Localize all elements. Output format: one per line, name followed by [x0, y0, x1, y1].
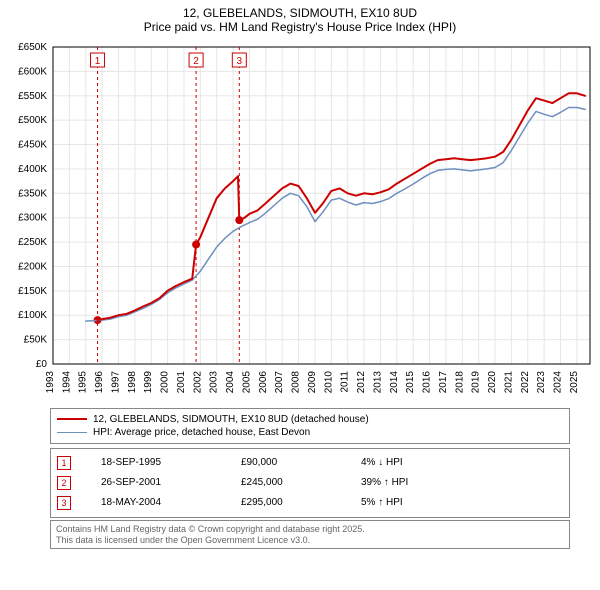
svg-text:1997: 1997 — [110, 370, 121, 393]
svg-text:£50K: £50K — [24, 334, 48, 345]
svg-text:2000: 2000 — [160, 370, 171, 393]
event-date: 18-SEP-1995 — [101, 457, 211, 468]
event-row: 1 18-SEP-1995 £90,000 4% ↓ HPI — [57, 453, 563, 473]
svg-text:£650K: £650K — [18, 42, 47, 53]
svg-text:2009: 2009 — [307, 370, 318, 393]
event-date: 18-MAY-2004 — [101, 497, 211, 508]
svg-text:2014: 2014 — [389, 370, 400, 393]
svg-text:2010: 2010 — [323, 370, 334, 393]
event-marker: 2 — [57, 476, 71, 490]
svg-text:1995: 1995 — [78, 370, 89, 393]
svg-text:2015: 2015 — [405, 370, 416, 393]
svg-text:2: 2 — [193, 56, 199, 67]
svg-text:2018: 2018 — [454, 370, 465, 393]
svg-text:2011: 2011 — [340, 370, 351, 392]
svg-text:£500K: £500K — [18, 115, 47, 126]
legend-item: 12, GLEBELANDS, SIDMOUTH, EX10 8UD (deta… — [57, 413, 563, 426]
license-line-1: Contains HM Land Registry data © Crown c… — [56, 524, 564, 535]
svg-text:2008: 2008 — [291, 370, 302, 393]
event-hpi: 5% ↑ HPI — [361, 497, 461, 508]
event-date: 26-SEP-2001 — [101, 477, 211, 488]
event-price: £245,000 — [241, 477, 331, 488]
chart-title: 12, GLEBELANDS, SIDMOUTH, EX10 8UD Price… — [0, 6, 600, 35]
event-price: £295,000 — [241, 497, 331, 508]
event-price: £90,000 — [241, 457, 331, 468]
event-hpi: 4% ↓ HPI — [361, 457, 461, 468]
svg-text:£400K: £400K — [18, 164, 47, 175]
svg-text:£150K: £150K — [18, 286, 47, 297]
svg-text:£100K: £100K — [18, 310, 47, 321]
legend-label: 12, GLEBELANDS, SIDMOUTH, EX10 8UD (deta… — [93, 414, 369, 425]
svg-text:£600K: £600K — [18, 66, 47, 77]
svg-text:2016: 2016 — [422, 370, 433, 393]
svg-text:1994: 1994 — [61, 370, 72, 393]
svg-text:1996: 1996 — [94, 370, 105, 393]
svg-text:2001: 2001 — [176, 370, 187, 393]
svg-text:1: 1 — [95, 56, 101, 67]
svg-text:2004: 2004 — [225, 370, 236, 393]
title-line-2: Price paid vs. HM Land Registry's House … — [0, 20, 600, 34]
svg-text:2023: 2023 — [536, 370, 547, 393]
event-row: 3 18-MAY-2004 £295,000 5% ↑ HPI — [57, 493, 563, 513]
legend-swatch — [57, 418, 87, 420]
event-marker: 1 — [57, 456, 71, 470]
svg-text:2017: 2017 — [438, 370, 449, 393]
svg-text:3: 3 — [237, 56, 243, 67]
svg-text:2013: 2013 — [372, 370, 383, 393]
svg-text:£450K: £450K — [18, 139, 47, 150]
svg-text:2022: 2022 — [520, 370, 531, 393]
svg-text:2021: 2021 — [503, 370, 514, 393]
price-chart: £0 £50K £100K £150K £200K £250K £300K £350K £400… — [0, 39, 600, 399]
svg-text:£250K: £250K — [18, 237, 47, 248]
svg-text:2012: 2012 — [356, 370, 367, 393]
svg-text:2002: 2002 — [192, 370, 203, 393]
svg-text:£300K: £300K — [18, 212, 47, 223]
svg-text:2005: 2005 — [241, 370, 252, 393]
event-row: 2 26-SEP-2001 £245,000 39% ↑ HPI — [57, 473, 563, 493]
svg-text:2020: 2020 — [487, 370, 498, 393]
svg-text:2006: 2006 — [258, 370, 269, 393]
legend-item: HPI: Average price, detached house, East… — [57, 426, 563, 439]
svg-text:1993: 1993 — [45, 370, 56, 393]
svg-text:2025: 2025 — [569, 370, 580, 393]
legend: 12, GLEBELANDS, SIDMOUTH, EX10 8UD (deta… — [50, 408, 570, 444]
svg-text:£200K: £200K — [18, 261, 47, 272]
svg-text:2007: 2007 — [274, 370, 285, 393]
events-table: 1 18-SEP-1995 £90,000 4% ↓ HPI 2 26-SEP-2001 £… — [50, 448, 570, 518]
svg-text:2024: 2024 — [553, 370, 564, 393]
event-marker: 3 — [57, 496, 71, 510]
license-line-2: This data is licensed under the Open Gov… — [56, 535, 564, 546]
svg-text:£0: £0 — [36, 359, 48, 370]
svg-text:1999: 1999 — [143, 370, 154, 393]
svg-text:£550K: £550K — [18, 91, 47, 102]
svg-text:1998: 1998 — [127, 370, 138, 393]
svg-text:£350K: £350K — [18, 188, 47, 199]
title-line-1: 12, GLEBELANDS, SIDMOUTH, EX10 8UD — [0, 6, 600, 20]
legend-label: HPI: Average price, detached house, East… — [93, 427, 310, 438]
svg-text:2019: 2019 — [471, 370, 482, 393]
legend-swatch — [57, 432, 87, 433]
license-notice: Contains HM Land Registry data © Crown c… — [50, 520, 570, 550]
chart-container: £0 £50K £100K £150K £200K £250K £300K £350K £400… — [0, 39, 600, 404]
event-hpi: 39% ↑ HPI — [361, 477, 461, 488]
svg-text:2003: 2003 — [209, 370, 220, 393]
